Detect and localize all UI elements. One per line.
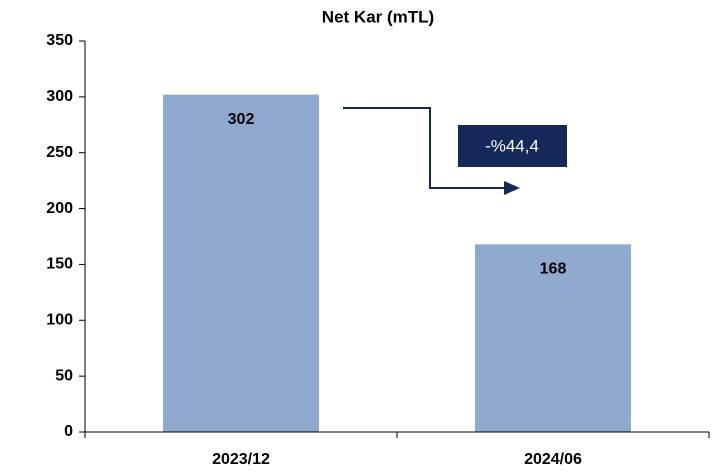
data-label: 302 — [228, 111, 255, 128]
data-label: 168 — [540, 261, 567, 278]
bar — [475, 244, 631, 432]
chart-title: Net Kar (mTL) — [322, 7, 434, 26]
y-tick-label: 200 — [46, 200, 73, 217]
y-tick-label: 300 — [46, 88, 73, 105]
bar — [163, 94, 319, 432]
x-tick-label: 2023/12 — [212, 451, 270, 468]
annotation: -%44,4 — [485, 136, 539, 155]
y-tick-label: 0 — [64, 423, 73, 440]
x-tick-label: 2024/06 — [524, 451, 582, 468]
y-tick-label: 350 — [46, 32, 73, 49]
y-tick-label: 50 — [55, 367, 73, 384]
arrow — [343, 107, 510, 189]
y-tick-label: 250 — [46, 144, 73, 161]
annotation-box — [458, 125, 567, 167]
arrow-head — [504, 181, 520, 195]
y-tick-label: 150 — [46, 256, 73, 273]
y-tick-label: 100 — [46, 312, 73, 329]
